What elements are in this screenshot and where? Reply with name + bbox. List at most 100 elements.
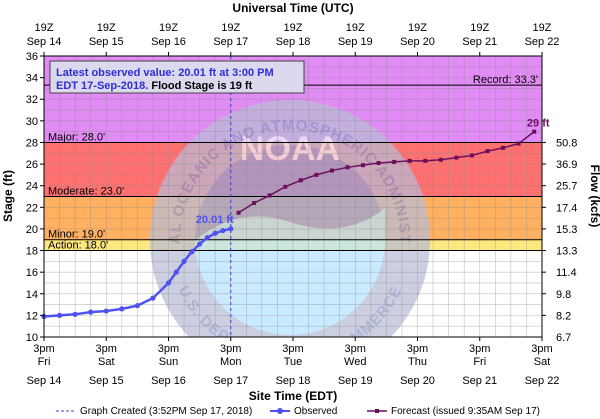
observed-point xyxy=(134,303,140,309)
noaa-logo-text: NOAA xyxy=(240,130,340,168)
forecast-points xyxy=(236,129,537,215)
info-box: Latest observed value: 20.01 ft at 3:00 … xyxy=(49,60,305,94)
top-tick-time: 19Z xyxy=(408,22,427,34)
forecast-point xyxy=(392,159,397,164)
left-tick-label: 22 xyxy=(26,202,38,214)
bottom-tick-day: Fri xyxy=(473,356,486,368)
left-tick-label: 24 xyxy=(26,181,38,193)
top-tick-date: Sep 22 xyxy=(525,36,560,48)
info-line-latest: Latest observed value: 20.01 ft at 3:00 … xyxy=(56,67,274,79)
bottom-tick-time: 3pm xyxy=(282,343,303,355)
bottom-tick-date: Sep 16 xyxy=(151,375,186,387)
right-tick-label: 15.3 xyxy=(556,224,577,236)
left-tick-label: 28 xyxy=(26,137,38,149)
bottom-tick-time: 3pm xyxy=(96,343,117,355)
bottom-tick-time: 3pm xyxy=(407,343,428,355)
right-tick-label: 13.3 xyxy=(556,246,577,258)
right-tick-label: 17.4 xyxy=(556,202,577,214)
bottom-tick-time: 3pm xyxy=(469,343,490,355)
bottom-tick-time: 3pm xyxy=(345,343,366,355)
info-line-flood-stage: EDT 17-Sep-2018. Flood Stage is 19 ft xyxy=(56,80,253,92)
observed-point xyxy=(56,312,63,318)
bottom-tick-time: 3pm xyxy=(220,343,241,355)
forecast-point xyxy=(267,193,272,198)
forecast-point xyxy=(361,163,366,168)
legend-forecast-marker xyxy=(375,409,379,413)
forecast-point xyxy=(516,141,521,146)
left-tick-label: 32 xyxy=(26,94,38,106)
top-tick-time: 19Z xyxy=(533,22,552,34)
bottom-tick-day: Tue xyxy=(284,356,303,368)
right-axis-ticks: 8.2 9.8 11.4 13.3 15.3 17.4 25.7 36.9 50.8 6.7 xyxy=(542,137,577,344)
left-tick-label: 14 xyxy=(26,289,38,301)
observed-point xyxy=(173,269,179,275)
right-tick-label-bottom: 6.7 xyxy=(556,332,571,344)
observed-point xyxy=(119,306,125,312)
left-tick-label: 36 xyxy=(26,51,38,63)
bottom-tick-time: 3pm xyxy=(158,343,179,355)
forecast-point xyxy=(345,165,350,170)
forecast-point xyxy=(283,184,288,189)
top-tick-time: 19Z xyxy=(470,22,489,34)
info-flood-stage: Flood Stage is 19 ft xyxy=(148,80,252,92)
bottom-tick-day: Sat xyxy=(534,356,551,368)
legend-observed-label: Observed xyxy=(294,406,337,417)
top-tick-date: Sep 17 xyxy=(213,36,248,48)
top-tick-date: Sep 19 xyxy=(338,36,373,48)
forecast-point xyxy=(454,155,459,160)
bottom-tick-day: Sun xyxy=(159,356,179,368)
bottom-tick-date: Sep 22 xyxy=(525,375,560,387)
info-box-background xyxy=(49,60,305,94)
observed-points xyxy=(41,226,234,320)
bottom-tick-time: 3pm xyxy=(531,343,552,355)
top-tick-time: 19Z xyxy=(346,22,365,34)
bottom-tick-date: Sep 17 xyxy=(213,375,248,387)
bottom-tick-date: Sep 18 xyxy=(276,375,311,387)
level-label-moderate: Moderate: 23.0' xyxy=(48,186,124,198)
left-tick-label: 30 xyxy=(26,116,38,128)
observed-point xyxy=(189,249,195,255)
forecast-point xyxy=(438,157,443,162)
forecast-point xyxy=(407,158,412,163)
bottom-tick-day: Wed xyxy=(344,356,366,368)
left-tick-label: 34 xyxy=(26,73,38,85)
bottom-tick-date: Sep 21 xyxy=(462,375,497,387)
right-tick-label: 50.8 xyxy=(556,137,577,149)
observed-point xyxy=(165,280,172,286)
right-tick-label: 11.4 xyxy=(556,267,577,279)
observed-point xyxy=(88,309,94,315)
left-axis-ticks: 10 12 14 16 18 20 22 24 26 28 30 32 34 36 xyxy=(26,51,44,344)
top-axis-title: Universal Time (UTC) xyxy=(232,1,353,15)
bottom-tick-date: Sep 14 xyxy=(27,375,62,387)
right-tick-label: 8.2 xyxy=(556,310,571,322)
bottom-tick-time: 3pm xyxy=(33,343,54,355)
top-tick-date: Sep 18 xyxy=(276,36,311,48)
right-axis-title: Flow (kcfs) xyxy=(588,165,600,228)
forecast-point xyxy=(298,178,303,183)
bottom-tick-day: Fri xyxy=(38,356,51,368)
observed-point xyxy=(103,308,109,314)
observed-point xyxy=(204,234,211,241)
forecast-series-line xyxy=(238,131,535,214)
top-tick-date: Sep 16 xyxy=(151,36,186,48)
left-tick-label: 18 xyxy=(26,246,38,258)
forecast-point xyxy=(501,145,506,150)
observed-point xyxy=(212,230,218,236)
right-tick-label: 9.8 xyxy=(556,289,571,301)
noaa-watermark: NOAA NATIONAL OCEANIC AND ATMOSPHERIC AD… xyxy=(44,56,430,337)
bottom-tick-day: Thu xyxy=(408,356,427,368)
forecast-point xyxy=(329,168,334,173)
left-tick-label: 16 xyxy=(26,267,38,279)
right-tick-label: 25.7 xyxy=(556,181,577,193)
forecast-point xyxy=(252,200,257,205)
top-tick-date: Sep 15 xyxy=(89,36,124,48)
forecast-point xyxy=(314,172,319,177)
right-tick-label: 36.9 xyxy=(556,159,577,171)
observed-point xyxy=(72,311,78,317)
bottom-tick-date: Sep 19 xyxy=(338,375,373,387)
bottom-axis-title: Site Time (EDT) xyxy=(249,389,337,403)
forecast-point xyxy=(485,149,490,154)
observed-latest-label: 20.01 ft xyxy=(196,214,234,226)
